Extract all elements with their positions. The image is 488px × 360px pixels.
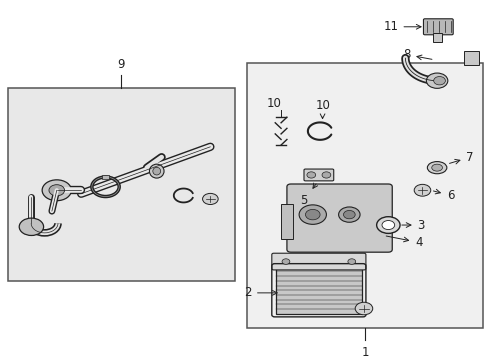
Text: 1: 1 — [361, 346, 368, 359]
Circle shape — [354, 302, 372, 315]
Text: 2: 2 — [244, 286, 277, 300]
Ellipse shape — [153, 167, 160, 175]
Ellipse shape — [427, 162, 446, 174]
Circle shape — [49, 185, 64, 196]
Circle shape — [343, 211, 354, 219]
Bar — [281, 204, 293, 239]
Text: 5: 5 — [300, 183, 317, 207]
Circle shape — [381, 221, 394, 230]
Bar — [246, 63, 483, 328]
Circle shape — [202, 193, 218, 204]
Text: 11: 11 — [383, 20, 420, 33]
Circle shape — [42, 180, 71, 201]
Bar — [8, 87, 234, 281]
Text: 6: 6 — [432, 189, 453, 202]
Text: 4: 4 — [386, 236, 422, 249]
Text: 9: 9 — [118, 58, 125, 71]
Text: 10: 10 — [315, 99, 329, 118]
Bar — [102, 175, 109, 179]
Text: 7: 7 — [448, 151, 473, 164]
FancyBboxPatch shape — [286, 184, 391, 252]
Circle shape — [306, 172, 315, 178]
Text: 8: 8 — [402, 48, 431, 61]
Circle shape — [376, 217, 399, 233]
FancyBboxPatch shape — [271, 253, 365, 270]
FancyBboxPatch shape — [304, 169, 333, 181]
Text: 10: 10 — [266, 97, 281, 110]
Circle shape — [299, 205, 326, 224]
Circle shape — [433, 77, 445, 85]
FancyBboxPatch shape — [423, 19, 452, 35]
Ellipse shape — [149, 164, 163, 178]
Ellipse shape — [431, 164, 442, 171]
Circle shape — [305, 210, 320, 220]
Circle shape — [426, 73, 447, 88]
Circle shape — [413, 184, 430, 196]
Bar — [276, 267, 361, 314]
Bar — [463, 51, 478, 65]
Circle shape — [347, 259, 355, 264]
Circle shape — [19, 218, 43, 235]
Bar — [432, 33, 441, 42]
Text: 3: 3 — [401, 219, 424, 231]
Circle shape — [338, 207, 359, 222]
Circle shape — [322, 172, 330, 178]
Circle shape — [282, 259, 289, 264]
